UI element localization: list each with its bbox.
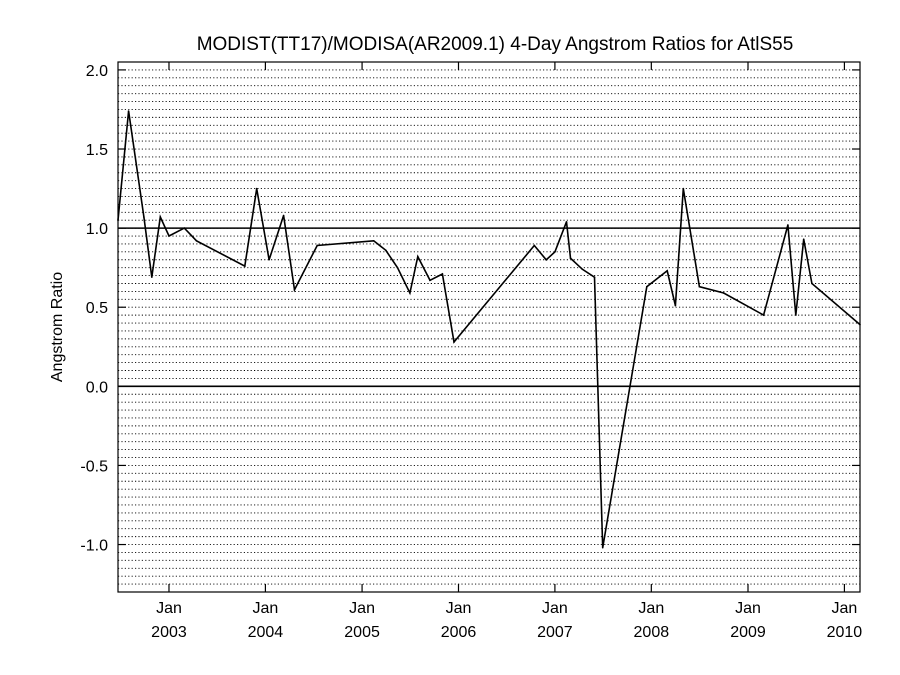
data-point: [255, 187, 258, 190]
x-tick-month-label: Jan: [638, 600, 664, 617]
data-point: [593, 276, 596, 278]
y-tick-labels: 2.0 1.5 1.0 0.5 0.0 -0.5 -1.0: [80, 63, 860, 555]
reference-lines: [118, 227, 860, 388]
x-tick-month-label: Jan: [542, 600, 568, 617]
x-tick-year-label: 2006: [441, 624, 477, 641]
data-point: [698, 285, 701, 288]
data-point: [168, 235, 170, 237]
x-tick-year-label: 2007: [537, 624, 573, 641]
data-point: [151, 276, 153, 278]
data-point: [316, 244, 318, 247]
grid-lines: [118, 61, 860, 593]
x-tick-year-label: 2004: [248, 624, 284, 641]
x-tick-month-label: Jan: [349, 600, 375, 617]
series-line: [117, 110, 861, 549]
x-tick-year-label: 2010: [827, 624, 863, 641]
chart-title: MODIST(TT17)/MODISA(AR2009.1) 4-Day Angs…: [197, 34, 794, 55]
data-point: [183, 227, 186, 229]
data-point: [293, 289, 296, 291]
y-tick-label: 0.0: [86, 379, 108, 396]
data-point: [795, 314, 797, 316]
data-point: [762, 314, 765, 316]
y-tick-label: 1.5: [86, 142, 108, 159]
y-tick-label: -1.0: [80, 538, 108, 555]
y-axis-label: Angstrom Ratio: [49, 272, 66, 382]
x-tick-month-label: Jan: [735, 600, 761, 617]
y-tick-label: -0.5: [80, 458, 108, 475]
data-point: [385, 249, 387, 252]
x-tick-month-label: Jan: [252, 600, 278, 617]
data-point: [682, 187, 685, 190]
x-tick-labels: Jan 2003 Jan 2004 Jan 2005 Jan 2006 Jan 2007 Jan 20…: [151, 62, 862, 641]
data-point: [554, 251, 556, 253]
data-point: [787, 224, 789, 226]
data-point: [569, 257, 572, 259]
data-point: [581, 268, 584, 271]
x-tick-month-label: Jan: [156, 600, 182, 617]
data-point: [601, 546, 604, 549]
data-point: [722, 292, 725, 294]
x-tick-month-label: Jan: [446, 600, 472, 617]
data-point: [372, 239, 375, 242]
data-point: [127, 110, 130, 112]
x-tick-year-label: 2008: [634, 624, 670, 641]
data-point: [646, 285, 648, 288]
data-point: [811, 282, 813, 285]
data-point: [802, 238, 805, 240]
data-point: [282, 214, 285, 217]
data-series-line: [117, 110, 861, 548]
data-point: [674, 304, 677, 307]
plot-frame: [117, 61, 861, 593]
data-point: [565, 220, 568, 223]
data-point: [159, 216, 162, 218]
y-tick-label: 0.5: [86, 300, 108, 317]
data-point: [409, 292, 411, 294]
data-point: [268, 258, 270, 261]
data-point: [195, 239, 198, 242]
data-point: [666, 270, 668, 272]
data-point: [429, 279, 431, 282]
data-point: [143, 216, 145, 218]
data-point: [441, 273, 444, 275]
x-tick-year-label: 2009: [730, 624, 766, 641]
y-tick-label: 2.0: [86, 63, 108, 80]
data-point: [533, 244, 536, 247]
data-point: [417, 255, 419, 258]
data-point: [396, 266, 399, 269]
data-point: [243, 265, 246, 267]
x-tick-year-label: 2003: [151, 624, 187, 641]
y-tick-label: 1.0: [86, 221, 108, 238]
x-tick-month-label: Jan: [832, 600, 858, 617]
data-point: [545, 258, 547, 261]
x-tick-year-label: 2005: [344, 624, 380, 641]
data-point: [453, 341, 455, 343]
